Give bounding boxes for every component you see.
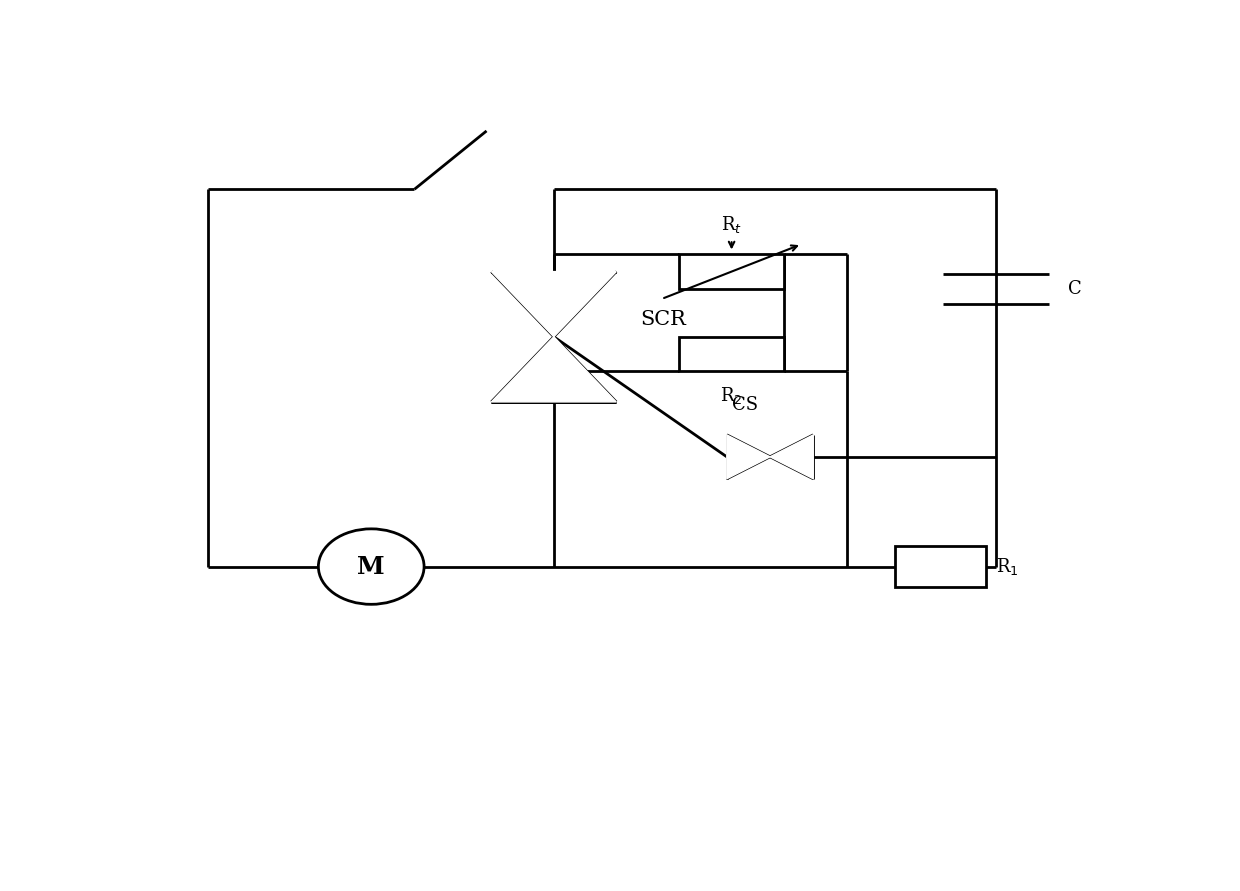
Bar <box>895 546 986 587</box>
Text: M: M <box>357 554 386 578</box>
Text: C: C <box>1068 280 1081 298</box>
Polygon shape <box>491 272 616 337</box>
Bar <box>678 337 785 371</box>
Text: CS: CS <box>732 396 758 414</box>
Polygon shape <box>491 337 616 402</box>
Bar <box>678 255 785 289</box>
Polygon shape <box>770 435 813 478</box>
Text: SCR: SCR <box>640 310 686 329</box>
Text: R$_2$: R$_2$ <box>720 385 743 405</box>
Text: R$_1$: R$_1$ <box>996 556 1018 577</box>
Text: R$_t$: R$_t$ <box>722 214 742 235</box>
Polygon shape <box>727 435 770 478</box>
